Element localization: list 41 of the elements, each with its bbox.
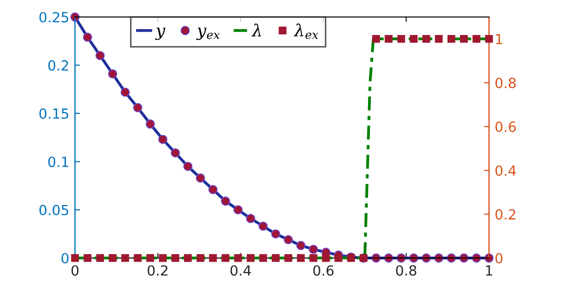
point [82,32,92,42]
x-tick-label: 1 [486,265,492,276]
x-tick-label: 0.6 [313,265,334,276]
x-tick-label: 0.4 [230,265,251,276]
x-tick-label: 0 [71,265,78,276]
point [108,69,118,78]
point [308,244,318,254]
point [220,196,230,206]
legend-label: λ [251,24,262,36]
point [158,134,168,144]
y-tick-label: 0.05 [39,204,68,216]
y-tick-label: 0 [62,252,69,264]
point [120,88,130,97]
point [146,119,155,129]
y-tick-label: 0.25 [39,12,68,22]
y-tick-label: 0.1 [48,156,68,168]
legend-label: y [155,28,166,40]
point [258,222,268,231]
y2-tick-label: 0.6 [495,122,516,132]
x-tick-label: 0.2 [148,265,168,276]
x-tick-label: 0.8 [396,265,416,276]
point [246,214,256,224]
y2-tick-label: 1 [496,34,502,44]
y2-tick-label: 0.2 [495,209,516,220]
y2-tick-label: 0.4 [495,165,516,176]
point [170,148,180,158]
point [271,229,280,238]
point [96,50,105,60]
point [284,235,293,244]
legend-label: λ$_{ex}$ [294,23,318,40]
point [183,162,192,172]
point [133,103,142,112]
point [196,173,206,183]
point [296,240,306,250]
point [233,205,243,214]
y-tick-label: 0.2 [48,60,68,71]
y2-tick-label: 0.8 [495,78,516,88]
y-tick-label: 0.15 [39,108,68,119]
legend-label: y$_{ex}$ [196,28,220,40]
point [208,184,218,194]
y2-tick-label: 0 [495,252,502,264]
